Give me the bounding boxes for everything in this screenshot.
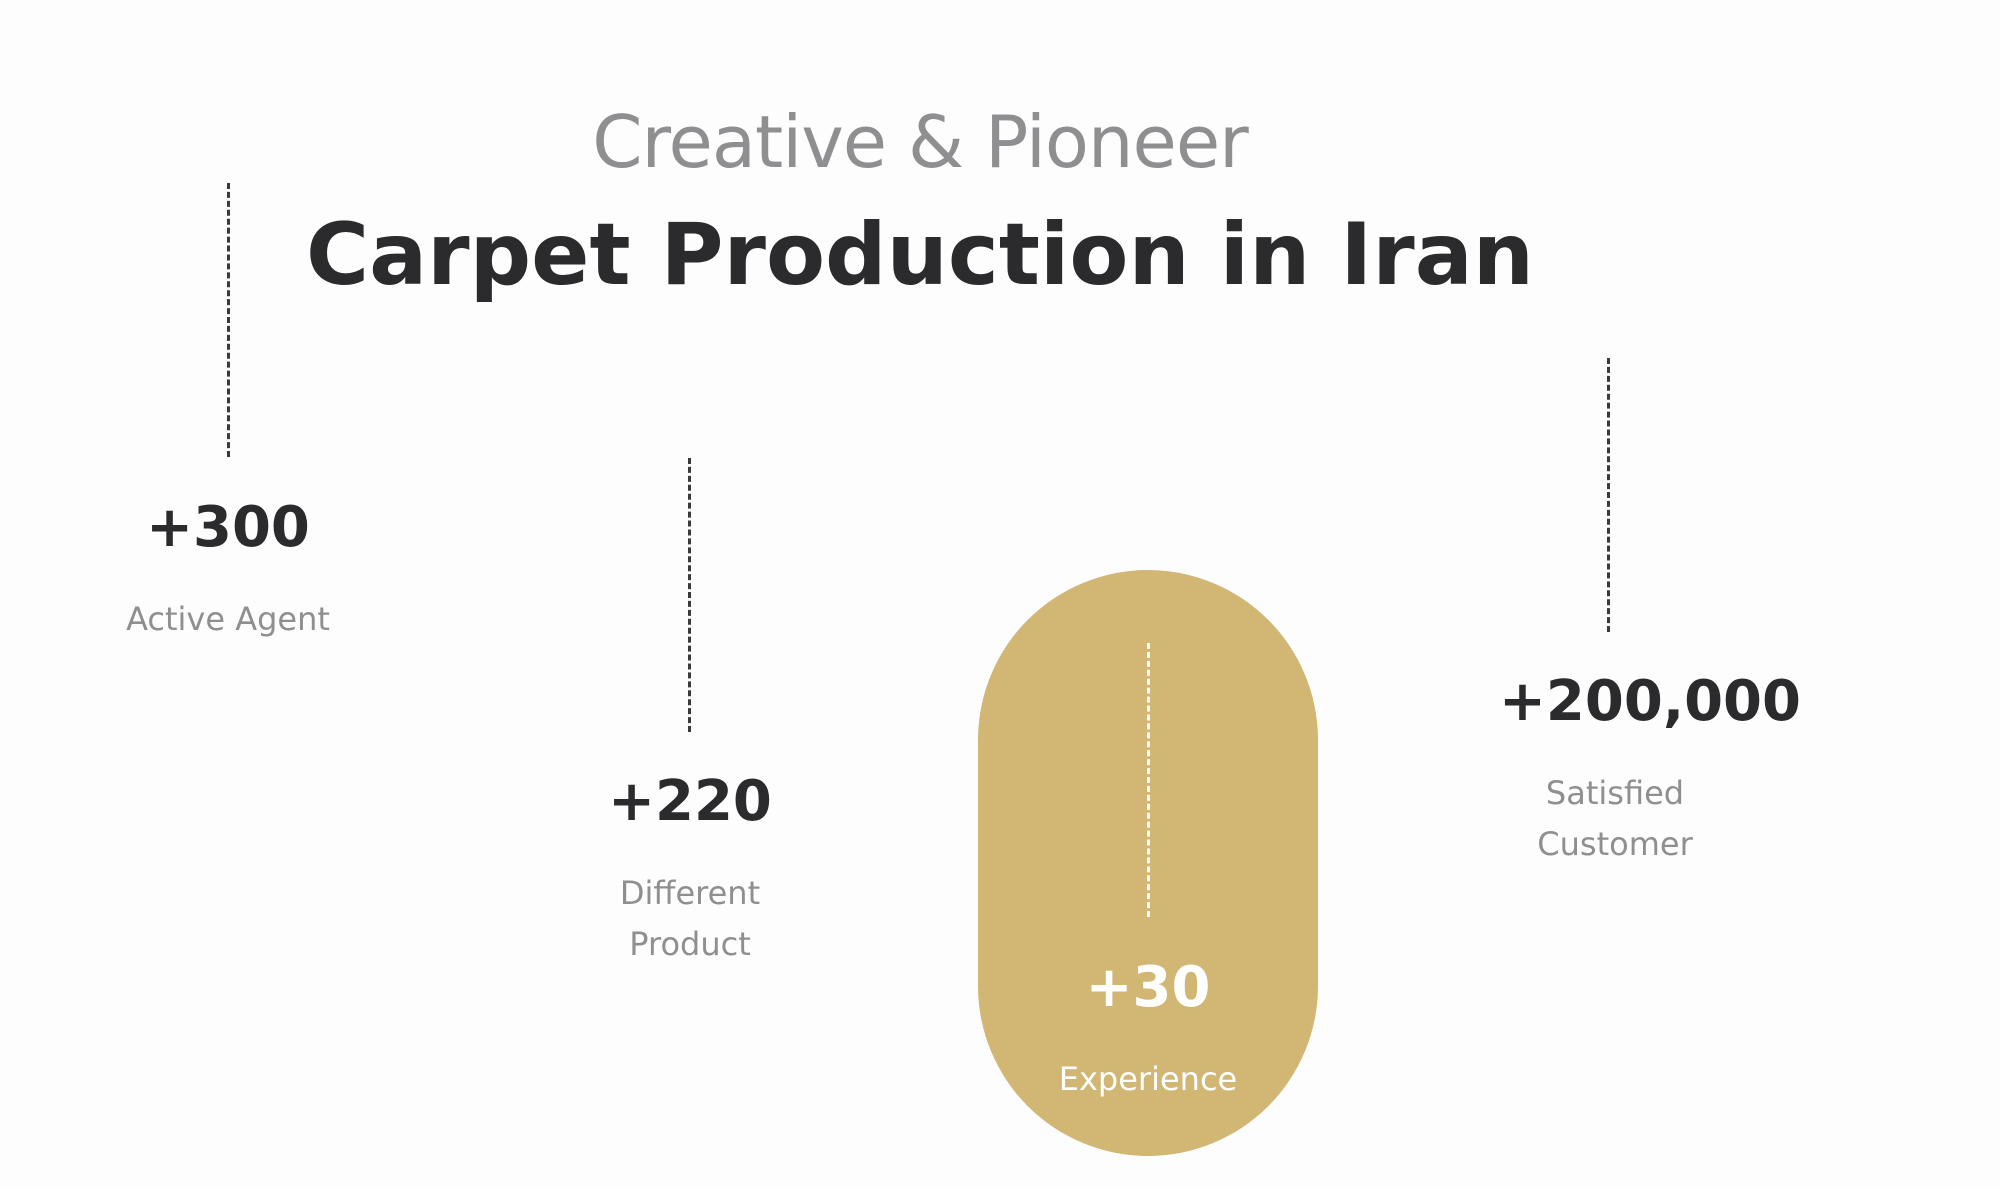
stat-value: +220 — [608, 769, 772, 834]
stat-label: Active Agent — [126, 600, 330, 638]
stat-different-product: +220 Different Product — [540, 774, 840, 970]
stat-value: +300 — [146, 495, 310, 560]
stat-connector-line — [227, 183, 230, 457]
stat-experience: +30 Experience — [998, 960, 1298, 1105]
stat-label: Experience — [1058, 1060, 1238, 1098]
stat-connector-line — [1147, 643, 1150, 917]
page-title: Carpet Production in Iran — [0, 205, 1840, 305]
stat-connector-line — [688, 458, 691, 732]
stat-active-agent: +300 Active Agent — [78, 500, 378, 645]
stat-label: Satisfied Customer — [1537, 774, 1693, 863]
stat-label: Different Product — [619, 874, 761, 963]
stat-connector-line — [1607, 358, 1610, 632]
stat-satisfied-customer: +200,000 Satisfied Customer — [1450, 674, 1850, 870]
stat-value: +200,000 — [1499, 669, 1801, 734]
title-text: Carpet Production in Iran — [306, 205, 1534, 305]
page-subtitle: Creative & Pioneer — [592, 100, 1249, 184]
stat-value: +30 — [1085, 955, 1211, 1020]
